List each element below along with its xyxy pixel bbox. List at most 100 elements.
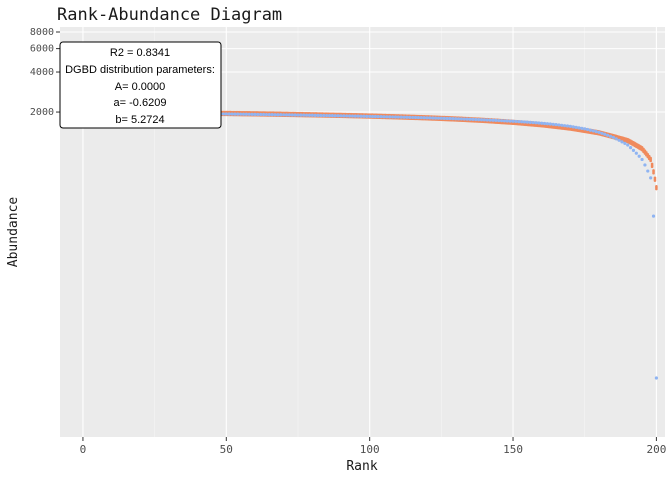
observed-point <box>494 118 498 122</box>
observed-point <box>637 154 641 158</box>
observed-point <box>345 114 349 118</box>
observed-point <box>310 113 314 117</box>
observed-point <box>307 113 312 117</box>
observed-point <box>465 117 469 121</box>
observed-point <box>611 135 615 139</box>
x-tick-label: 150 <box>503 443 523 456</box>
observed-point <box>634 151 638 155</box>
observed-point <box>333 114 337 118</box>
legend-params-heading: DGBD distribution parameters: <box>65 64 215 76</box>
observed-point <box>230 112 234 116</box>
observed-point <box>302 113 306 117</box>
observed-point <box>330 114 334 118</box>
observed-point <box>350 114 355 118</box>
observed-point <box>588 128 593 132</box>
fitted-point <box>649 159 652 163</box>
observed-point <box>399 115 403 119</box>
observed-point <box>571 125 575 129</box>
observed-point <box>431 116 435 120</box>
observed-point <box>296 113 300 117</box>
observed-point <box>339 114 343 118</box>
observed-point <box>649 176 653 180</box>
observed-point <box>264 112 269 117</box>
observed-point <box>356 114 360 118</box>
observed-point <box>408 115 412 119</box>
observed-point <box>319 113 323 118</box>
observed-point <box>284 113 289 117</box>
observed-point <box>359 114 363 118</box>
observed-point <box>620 140 624 144</box>
observed-point <box>502 119 507 123</box>
fitted-point <box>653 179 657 182</box>
observed-point <box>548 122 552 126</box>
observed-point <box>474 117 478 122</box>
observed-point <box>445 116 449 121</box>
observed-point <box>654 376 658 380</box>
observed-point <box>600 131 604 135</box>
observed-point <box>643 163 647 167</box>
observed-point <box>640 157 644 162</box>
y-axis-ticks: 2000 4000 6000 8000 <box>30 27 60 118</box>
observed-point <box>614 137 618 141</box>
observed-point <box>511 119 515 123</box>
observed-point <box>477 118 481 122</box>
observed-point <box>287 113 291 117</box>
observed-point <box>591 129 595 133</box>
x-tick-label: 0 <box>80 443 87 456</box>
observed-point <box>250 112 254 116</box>
observed-point <box>279 113 283 117</box>
observed-point <box>580 126 584 130</box>
observed-point <box>419 116 423 120</box>
observed-point <box>239 112 243 116</box>
observed-point <box>471 117 475 121</box>
x-axis-ticks: 0 50 100 150 200 <box>80 437 666 456</box>
observed-point <box>628 146 633 150</box>
observed-point <box>224 112 228 116</box>
observed-point <box>241 112 246 116</box>
observed-point <box>362 114 366 118</box>
observed-point <box>568 124 572 128</box>
observed-point <box>531 120 535 125</box>
observed-point <box>482 118 486 122</box>
observed-point <box>290 113 294 117</box>
observed-point <box>221 112 226 116</box>
legend-r2: R2 = 0.8341 <box>110 47 170 59</box>
observed-point <box>253 112 257 116</box>
observed-point <box>436 116 441 120</box>
observed-point <box>608 134 613 138</box>
observed-point <box>542 121 547 126</box>
observed-point <box>606 133 610 137</box>
y-axis-title: Abundance <box>6 197 21 268</box>
observed-point <box>491 118 495 122</box>
observed-point <box>537 121 541 125</box>
observed-point <box>442 116 446 120</box>
observed-point <box>347 114 352 118</box>
observed-point <box>583 127 587 131</box>
legend-param-a-lower: a= -0.6209 <box>114 97 167 109</box>
observed-point <box>411 115 415 120</box>
observed-point <box>393 115 398 119</box>
observed-point <box>563 124 567 128</box>
observed-point <box>391 115 395 119</box>
observed-point <box>396 115 400 119</box>
observed-point <box>594 130 598 134</box>
y-tick-label: 6000 <box>30 44 54 55</box>
x-tick-label: 200 <box>646 443 666 456</box>
observed-point <box>282 113 286 117</box>
observed-point <box>456 117 461 121</box>
observed-point <box>585 127 590 132</box>
observed-point <box>276 113 280 117</box>
observed-point <box>244 112 248 116</box>
observed-point <box>462 117 466 121</box>
observed-point <box>448 116 452 121</box>
observed-point <box>646 169 650 173</box>
observed-point <box>353 114 357 118</box>
x-tick-label: 100 <box>360 443 380 456</box>
observed-point <box>505 119 509 123</box>
observed-point <box>405 115 409 119</box>
observed-point <box>416 115 421 120</box>
observed-point <box>451 117 455 121</box>
observed-point <box>259 112 263 117</box>
observed-point <box>554 122 558 127</box>
